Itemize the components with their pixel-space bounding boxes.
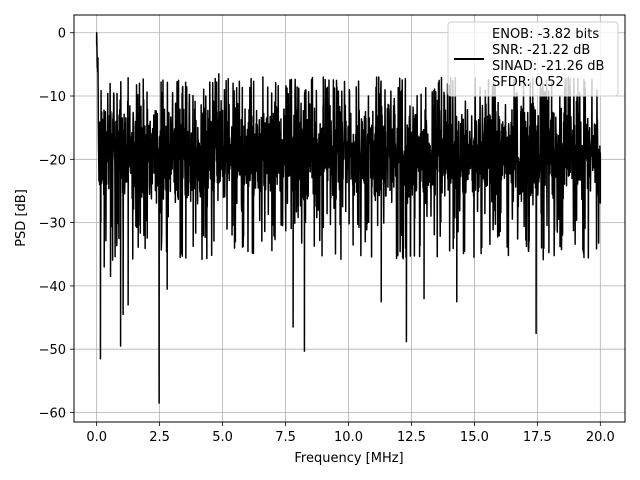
x-tick-label: 7.5: [275, 430, 296, 445]
psd-trace: [95, 31, 602, 404]
x-tick-label: 15.0: [460, 430, 489, 445]
y-tick-label: −40: [39, 280, 66, 295]
x-tick-label: 10.0: [334, 430, 363, 445]
x-tick-label: 17.5: [523, 430, 552, 445]
plot-frame: [73, 14, 626, 423]
legend-label-sinad: SINAD: -21.26 dB: [492, 59, 604, 74]
legend: ENOB: -3.82 bits SNR: -21.22 dB SINAD: -…: [447, 21, 619, 97]
x-axis-ticks: 0.0 2.5 5.0 7.5 10.0 12.5 15.0 17.5 20.0: [86, 422, 615, 445]
x-tick-label: 5.0: [212, 430, 233, 445]
legend-box: [447, 21, 619, 97]
x-tick-label: 20.0: [586, 430, 615, 445]
y-tick-label: −10: [39, 90, 66, 105]
x-axis-label: Frequency [MHz]: [294, 451, 403, 466]
legend-label-enob: ENOB: -3.82 bits: [492, 27, 599, 42]
y-tick-label: 0: [58, 27, 66, 42]
y-tick-label: −30: [39, 217, 66, 232]
psd-trace-group: [95, 31, 602, 404]
y-tick-label: −50: [39, 343, 66, 358]
legend-label-snr: SNR: -21.22 dB: [492, 43, 590, 58]
legend-label-sfdr: SFDR: 0.52: [492, 75, 564, 90]
x-tick-label: 12.5: [397, 430, 426, 445]
y-tick-label: −60: [39, 407, 66, 422]
x-tick-label: 2.5: [149, 430, 170, 445]
x-tick-label: 0.0: [86, 430, 107, 445]
y-axis-ticks: 0 −10 −20 −30 −40 −50 −60: [39, 27, 74, 422]
y-axis-label: PSD [dB]: [14, 189, 29, 247]
y-tick-label: −20: [39, 153, 66, 168]
